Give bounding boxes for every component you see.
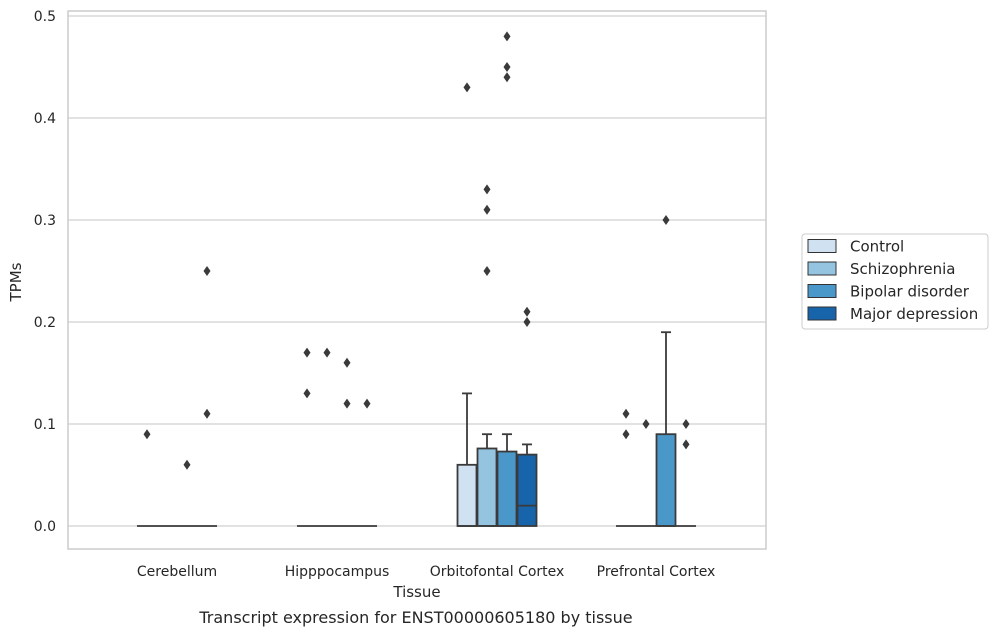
outlier-point (503, 72, 511, 83)
box-schizophrenia (476, 433, 498, 527)
outlier-point (363, 398, 371, 409)
outlier-point (323, 347, 331, 358)
box-major-depression (516, 443, 538, 527)
box-body (496, 450, 518, 527)
x-tick-label: Hipppocampus (285, 564, 390, 580)
outlier-point (343, 357, 351, 368)
outlier-point (682, 439, 690, 450)
x-tick-label: Cerebellum (137, 564, 217, 580)
box-body (655, 433, 677, 527)
x-tick-labels: Cerebellum Hipppocampus Orbitofontal Corte… (137, 564, 715, 580)
outlier-point (622, 408, 630, 419)
chart-caption: Transcript expression for ENST0000060518… (198, 608, 632, 627)
outlier-point (662, 215, 670, 225)
y-tick-label: 0.0 (34, 519, 56, 535)
plot-frame (67, 10, 767, 550)
outlier-point (203, 408, 211, 419)
outlier-point (523, 306, 531, 317)
legend-swatch (807, 239, 837, 253)
legend: Control Schizophrenia Bipolar disorder Majo… (801, 233, 989, 330)
y-tick-labels: 0.0 0.1 0.2 0.3 0.4 0.5 (34, 9, 56, 535)
box-body (476, 447, 498, 527)
outlier-point (463, 82, 471, 93)
outlier-point (642, 419, 650, 429)
x-axis-title: Tissue (392, 583, 440, 601)
y-tick-label: 0.2 (34, 315, 56, 331)
outlier-point (682, 419, 690, 429)
legend-frame (801, 233, 989, 330)
outlier-point (503, 62, 511, 72)
outlier-point (503, 31, 511, 42)
box-body (516, 453, 538, 527)
legend-label: Control (850, 238, 904, 256)
x-tick-label: Orbitofontal Cortex (430, 564, 565, 580)
outlier-point (303, 347, 311, 358)
y-tick-label: 0.3 (34, 213, 56, 229)
x-tick-label: Prefrontal Cortex (597, 564, 716, 580)
outlier-points (143, 31, 690, 470)
outlier-point (303, 388, 311, 399)
box-control (456, 392, 478, 527)
y-tick-label: 0.5 (34, 9, 56, 25)
box-bipolar-disorder (655, 331, 677, 527)
legend-label: Schizophrenia (850, 260, 955, 278)
boxes (137, 331, 696, 527)
outlier-point (483, 184, 491, 195)
outlier-point (183, 459, 191, 470)
legend-label: Major depression (850, 305, 978, 323)
legend-swatch (807, 284, 837, 298)
outlier-point (343, 398, 351, 409)
outlier-point (622, 429, 630, 440)
legend-label: Bipolar disorder (850, 283, 970, 301)
legend-swatch (807, 261, 837, 276)
outlier-point (203, 266, 211, 276)
outlier-point (523, 317, 531, 327)
outlier-point (483, 266, 491, 276)
legend-swatch (807, 306, 837, 321)
box-bipolar-disorder (496, 433, 518, 527)
outlier-point (483, 204, 491, 215)
y-tick-label: 0.1 (34, 417, 56, 433)
y-axis-title: TPMs (7, 262, 25, 302)
y-tick-label: 0.4 (34, 111, 56, 127)
outlier-point (143, 429, 151, 440)
box-body (456, 463, 478, 527)
